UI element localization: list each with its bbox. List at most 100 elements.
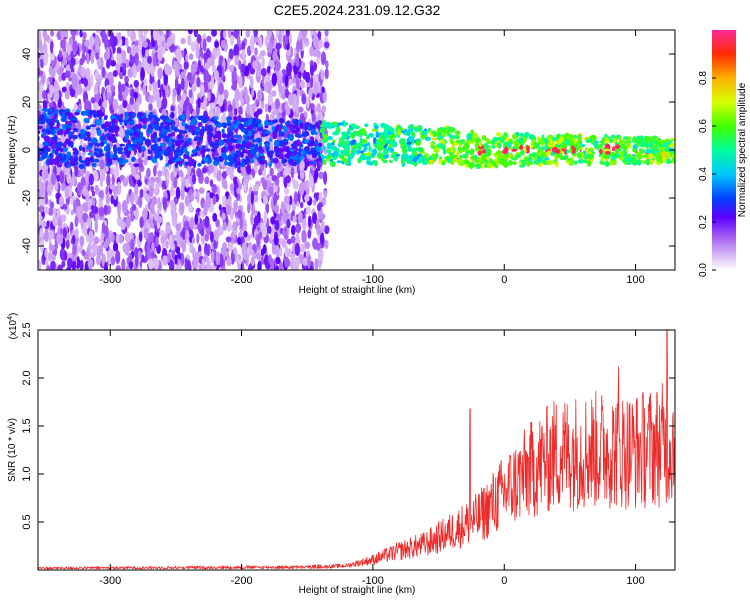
heatmap-cell [117, 118, 124, 123]
heatmap-cell [47, 251, 53, 262]
heatmap-cell [593, 141, 599, 148]
heatmap-cell [46, 220, 50, 228]
heatmap-cell [64, 138, 71, 145]
heatmap-cell [84, 159, 91, 167]
heatmap-cell [247, 154, 254, 159]
heatmap-cell [209, 179, 214, 187]
heatmap-cell [162, 90, 166, 99]
heatmap-cell [134, 57, 139, 67]
colorbar-tick-label: 0.2 [698, 215, 709, 229]
heatmap-cell [296, 39, 300, 53]
heatmap-cell [190, 41, 196, 53]
heatmap-cell [89, 211, 94, 219]
heatmap-cell [199, 83, 205, 97]
heatmap-cell [120, 83, 126, 93]
heatmap-cell [288, 195, 293, 206]
heatmap-cell [303, 37, 309, 44]
heatmap-cell [286, 62, 292, 77]
heatmap-cell [72, 30, 76, 42]
heatmap-cell [43, 148, 48, 156]
heatmap-cell [205, 148, 211, 152]
heatmap-cell [154, 136, 158, 143]
heatmap-cell [43, 168, 49, 180]
heatmap-cell [406, 141, 412, 146]
heatmap-cell [317, 30, 322, 39]
heatmap-cell [141, 146, 146, 151]
heatmap-cell [299, 80, 306, 89]
heatmap-cell [262, 129, 266, 133]
heatmap-cell [142, 124, 147, 130]
heatmap-cell [504, 146, 509, 153]
heatmap-cell [278, 117, 285, 124]
heatmap-cell [229, 34, 235, 46]
heatmap-cell [142, 117, 147, 124]
heatmap-cell [435, 153, 439, 158]
heatmap-cell [73, 199, 77, 214]
heatmap-cell [245, 30, 251, 38]
heatmap-cell [256, 157, 263, 161]
heatmap-cell [196, 92, 202, 100]
heatmap-cell [379, 140, 386, 147]
heatmap-cell [85, 125, 91, 130]
heatmap-cell [54, 180, 59, 192]
heatmap-cell [260, 177, 266, 185]
heatmap-cell [308, 123, 313, 128]
heatmap-cell [654, 140, 658, 145]
heatmap-cell [132, 112, 136, 119]
heatmap-cell [211, 183, 218, 194]
heatmap-cell [653, 145, 659, 152]
heatmap-cell [156, 152, 163, 158]
heatmap-cell [407, 135, 414, 143]
heatmap-cell [91, 162, 97, 168]
heatmap-cell [474, 147, 480, 152]
heatmap-cell [39, 227, 44, 239]
heatmap-cell [280, 131, 285, 137]
heatmap-cell [165, 162, 170, 167]
heatmap-cell [431, 130, 437, 135]
heatmap-cell [388, 126, 393, 132]
heatmap-cell [454, 130, 461, 135]
heatmap-cell [296, 88, 300, 98]
heatmap-cell [144, 177, 149, 185]
heatmap-cell [196, 189, 200, 204]
heatmap-cell [320, 155, 327, 159]
heatmap-cell [480, 153, 486, 159]
heatmap-cell [41, 193, 45, 208]
heatmap-cell [80, 133, 87, 139]
heatmap-cell [294, 118, 299, 125]
heatmap-cell [261, 56, 265, 68]
heatmap-cell [447, 158, 452, 163]
heatmap-cell [159, 142, 167, 148]
heatmap-cell [126, 215, 131, 228]
heatmap-cell [460, 138, 466, 143]
heatmap-cell [190, 124, 197, 132]
heatmap-cell [307, 229, 312, 239]
heatmap-cell [142, 83, 146, 96]
heatmap-cell [496, 153, 503, 158]
heatmap-cell [274, 220, 280, 231]
heatmap-cell [95, 154, 103, 158]
heatmap-cell [571, 149, 576, 154]
heatmap-cell [112, 69, 118, 78]
heatmap-cell [157, 48, 163, 62]
heatmap-cell [270, 216, 276, 225]
y-tick-label: 2.0 [21, 370, 33, 385]
heatmap-cell [153, 258, 160, 268]
heatmap-cell [383, 128, 389, 135]
heatmap-cell [373, 160, 379, 167]
heatmap-cell [368, 132, 375, 138]
heatmap-cell [38, 125, 43, 130]
heatmap-cell [247, 201, 251, 214]
heatmap-cell [318, 171, 324, 180]
heatmap-cell [175, 186, 181, 200]
heatmap-cell [142, 40, 149, 48]
heatmap-cell [38, 52, 41, 59]
heatmap-cell [117, 151, 123, 155]
colorbar-gradient [712, 30, 736, 270]
heatmap-cell [182, 93, 187, 102]
heatmap-cell [503, 132, 508, 138]
heatmap-cell [233, 134, 240, 139]
heatmap-cell [241, 41, 246, 52]
heatmap-cell [204, 123, 209, 131]
